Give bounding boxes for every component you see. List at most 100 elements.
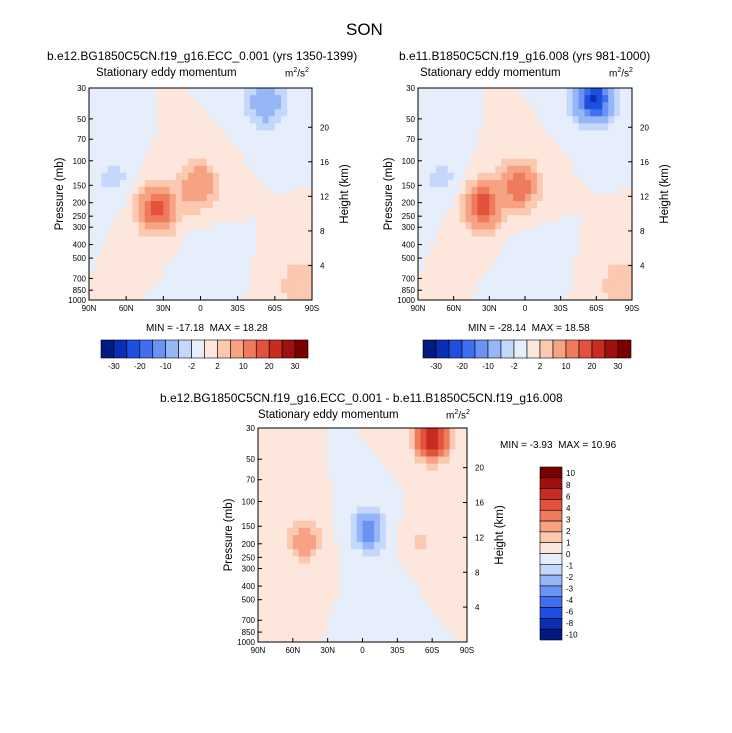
panel-1-cell [95, 264, 102, 273]
panel-1-cell [89, 236, 96, 245]
panel-2-cell [608, 222, 615, 230]
panel-1-plot: 90N 60N 30N 0 30S 60S 90S305070100150200250300… [54, 84, 351, 371]
panel-1-cell [243, 208, 251, 216]
panel-3-cell [443, 535, 451, 543]
panel-1-min: MIN = -17.18 [146, 323, 205, 334]
panel-1-cell [101, 151, 109, 160]
panel-1-cell [256, 194, 264, 202]
panel-1-cell [194, 172, 202, 181]
panel-1-cell [212, 208, 220, 216]
panel-1-cell [101, 215, 109, 223]
panel-3-cell [455, 606, 462, 615]
panel-2-cell [423, 158, 431, 167]
panel-2-cell [525, 165, 532, 174]
panel-1-cell [219, 278, 226, 287]
panel-1-cell [231, 292, 239, 301]
panel-1-cell [194, 257, 202, 266]
panel-1-cell [305, 158, 313, 167]
panel-3-cell [403, 535, 410, 543]
panel-1-cell [299, 172, 307, 181]
panel-2-cell [584, 179, 591, 188]
panel-1-cell [200, 208, 208, 216]
panel-2-cell [465, 222, 473, 230]
panel-2-cell [548, 208, 556, 216]
panel-3-cell [397, 620, 404, 629]
panel-1-cell [219, 179, 226, 188]
panel-2-cell [453, 229, 461, 237]
panel-2-cell [501, 186, 508, 195]
panel-2-cell [459, 236, 467, 245]
panel-2-cell [608, 116, 615, 124]
panel-2-colorbar-label: -20 [456, 362, 468, 371]
panel-2-cell [519, 123, 526, 131]
panel-3-cell [443, 449, 451, 458]
panel-1-cell [107, 264, 115, 273]
panel-1-cell [268, 285, 276, 294]
panel-3-cell [379, 620, 387, 629]
panel-3-cell [345, 456, 352, 465]
panel-3-cell [391, 542, 398, 550]
panel-1-cell [237, 95, 245, 103]
panel-2-cell [429, 130, 437, 139]
panel-1-cell [299, 250, 307, 259]
panel-3-cell [362, 634, 369, 643]
panel-2-cell [590, 208, 597, 216]
panel-2-cell [566, 95, 574, 103]
panel-2-cell [507, 151, 514, 160]
panel-2-cell [453, 172, 461, 181]
panel-2-cell [513, 179, 520, 188]
panel-2-cell [423, 271, 431, 280]
panel-1-cell [268, 123, 276, 131]
panel-2-cell [507, 179, 514, 188]
panel-1-cell [144, 250, 152, 259]
panel-1-cell [194, 158, 202, 167]
panel-2-cell [602, 250, 609, 259]
panel-1-cell [231, 123, 239, 131]
panel-2-cell [608, 243, 615, 252]
panel-2-cell [536, 186, 544, 195]
panel-2-max: MAX = 18.58 [531, 323, 590, 334]
panel-2-cell [447, 88, 455, 96]
panel-3-cell [449, 442, 456, 450]
panel-2-cell [590, 257, 597, 266]
panel-3-cell [414, 428, 422, 436]
panel-1-cell [293, 116, 301, 124]
panel-1-cell [175, 116, 183, 124]
panel-3-cell [420, 592, 427, 600]
panel-2-cell [548, 116, 556, 124]
panel-2-cell [513, 109, 520, 117]
panel-3-cell [275, 606, 282, 615]
panel-3-cell [333, 477, 340, 486]
panel-1-cell [113, 285, 121, 294]
panel-3-cell [397, 463, 404, 472]
panel-3-cell [304, 592, 311, 600]
panel-2-cell [418, 257, 425, 266]
panel-3-cell [437, 520, 445, 529]
panel-1-cell [225, 215, 233, 223]
panel-1-y2tick-label: 16 [320, 158, 329, 167]
panel-1-cell [293, 278, 301, 287]
panel-1-cell [206, 208, 214, 216]
panel-3-cell [455, 435, 462, 443]
panel-3-cell [420, 492, 427, 500]
panel-2-cell [453, 123, 461, 131]
panel-2-cell [507, 165, 514, 174]
panel-3-cell [391, 549, 398, 557]
panel-3-cell [345, 627, 352, 636]
panel-2-cell [471, 264, 479, 273]
panel-1-cell [107, 222, 115, 230]
panel-1-cell [194, 292, 202, 301]
panel-1-cell [281, 271, 288, 280]
panel-2-cell [596, 144, 603, 153]
panel-3-cell [281, 627, 288, 636]
panel-1-cell [250, 172, 257, 181]
panel-3-cell [455, 542, 462, 550]
panel-1-cell [281, 130, 288, 139]
panel-2-cell [459, 229, 467, 237]
panel-3-cell [281, 477, 288, 486]
panel-1-cell [256, 208, 264, 216]
panel-2-cell [554, 179, 562, 188]
panel-3-cell [298, 520, 306, 529]
panel-1-cell [194, 215, 202, 223]
panel-1-cell [119, 292, 127, 301]
